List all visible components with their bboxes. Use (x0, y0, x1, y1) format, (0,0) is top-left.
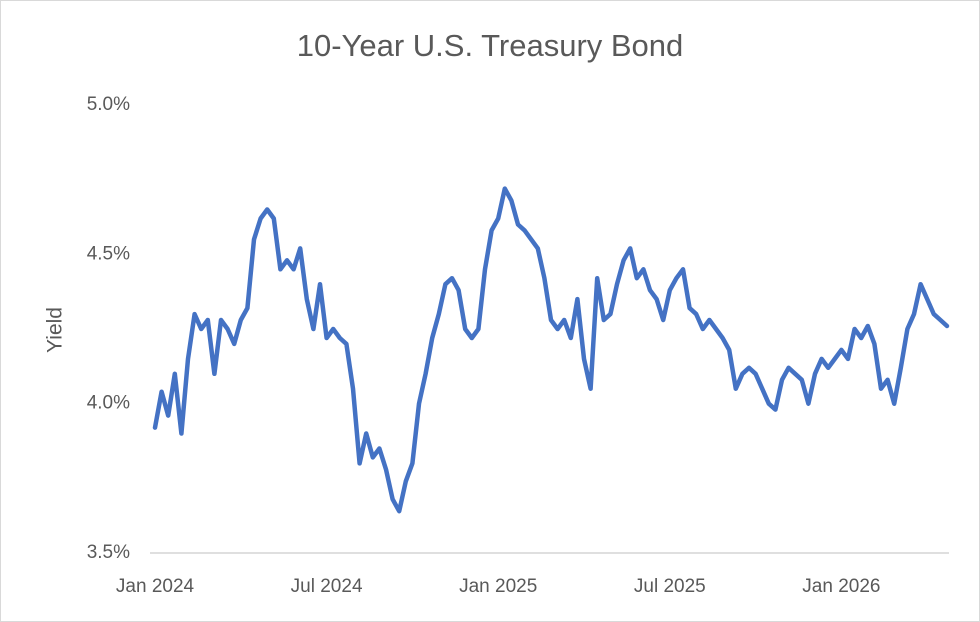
chart-title: 10-Year U.S. Treasury Bond (297, 28, 684, 63)
y-tick-label: 4.5% (87, 243, 130, 264)
y-tick-label: 5.0% (87, 94, 130, 115)
x-tick-label: Jan 2024 (116, 576, 195, 597)
data-line (152, 186, 950, 514)
y-tick-label: 3.5% (87, 542, 130, 563)
x-tick-label: Jul 2024 (291, 576, 363, 597)
x-tick-label: Jul 2025 (634, 576, 706, 597)
x-tick-label: Jan 2026 (802, 576, 880, 597)
x-tick-label: Jan 2025 (459, 576, 537, 597)
y-tick-label: 4.0% (87, 393, 130, 414)
y-axis-label: Yield (44, 307, 67, 353)
